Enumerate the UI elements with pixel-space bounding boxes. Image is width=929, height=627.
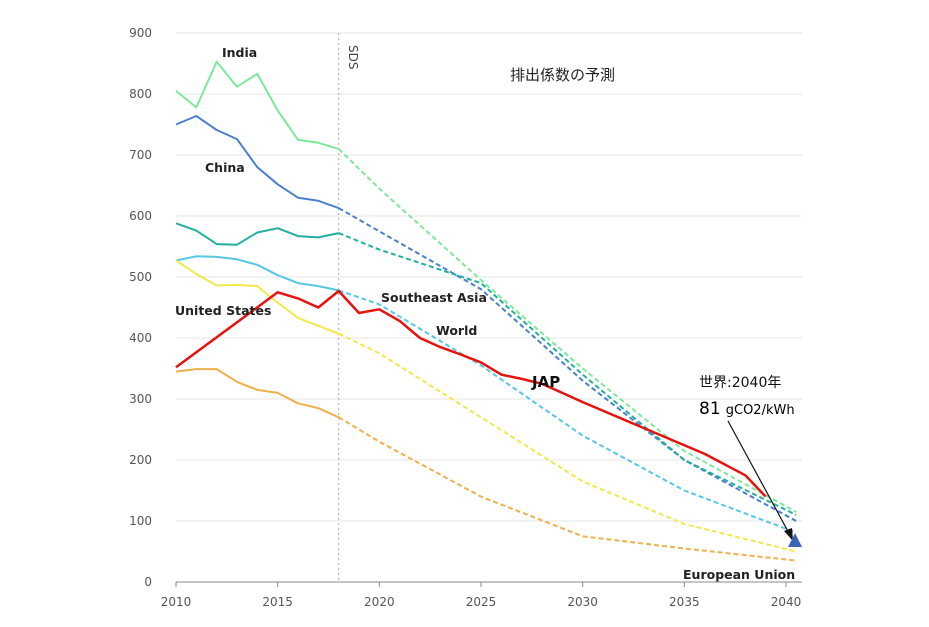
y-tick-800: 800 (129, 87, 152, 101)
annotation-arrow-line (727, 420, 791, 536)
y-tick-500: 500 (129, 270, 152, 284)
y-tick-400: 400 (129, 331, 152, 345)
x-tick-2035: 2035 (669, 595, 700, 609)
x-axis-ticks: 2010 2015 2020 2025 2030 2035 2040 (161, 582, 802, 609)
series-european-union-projection (338, 416, 797, 562)
x-tick-2030: 2030 (567, 595, 598, 609)
series-china-line (175, 115, 340, 210)
y-tick-600: 600 (129, 209, 152, 223)
series-world-projection (338, 289, 797, 534)
series-united-states-projection (338, 332, 797, 553)
sds-label: SDS (346, 45, 360, 69)
world-2040-unit: gCO2/kWh (726, 403, 795, 418)
label-world: World (436, 323, 477, 338)
x-tick-2025: 2025 (466, 595, 497, 609)
series-world-line (175, 255, 339, 292)
y-tick-300: 300 (129, 392, 152, 406)
series-european-union-line (175, 368, 340, 419)
label-united-states: United States (175, 303, 271, 318)
world-2040-value: 81 (699, 399, 721, 419)
x-tick-2020: 2020 (364, 595, 395, 609)
y-axis-ticks: 0 100 200 300 400 500 600 700 800 900 (129, 26, 152, 589)
x-tick-2010: 2010 (161, 595, 192, 609)
y-tick-900: 900 (129, 26, 152, 40)
label-china: China (205, 160, 245, 175)
label-india: India (222, 45, 257, 60)
y-tick-100: 100 (129, 514, 152, 528)
x-tick-2040: 2040 (771, 595, 802, 609)
series-southeast-asia-projection (338, 232, 797, 516)
label-jap: JAP (531, 373, 560, 391)
y-tick-700: 700 (129, 148, 152, 162)
world-2040-marker (788, 533, 802, 547)
y-tick-200: 200 (129, 453, 152, 467)
x-tick-2015: 2015 (262, 595, 293, 609)
world-2040-annotation-line1: 世界:2040年 (699, 375, 781, 391)
label-southeast-asia: Southeast Asia (381, 290, 487, 305)
annotation-arrow-head (784, 528, 793, 541)
chart-title: 排出係数の予測 (510, 66, 615, 84)
series-southeast-asia-line (175, 222, 339, 246)
series-india-line (175, 60, 339, 150)
world-2040-annotation-value-group: 81 gCO2/kWh (699, 399, 795, 419)
gridlines (176, 32, 802, 522)
series-india-projection (338, 148, 797, 513)
y-tick-0: 0 (144, 575, 152, 589)
series-jap-line (175, 289, 767, 498)
label-european-union: European Union (683, 567, 795, 582)
series-united-states-line (175, 259, 340, 335)
series-lines (175, 60, 797, 562)
